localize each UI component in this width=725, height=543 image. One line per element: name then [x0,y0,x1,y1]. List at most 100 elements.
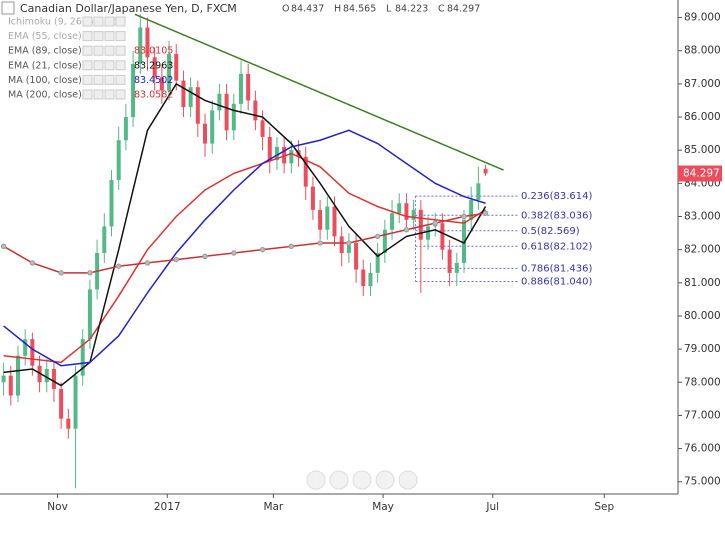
candle-body [174,54,179,81]
candle-body [217,93,222,111]
candle-body [159,77,164,91]
candle-body [102,226,107,253]
y-tick-label: 81.000 [684,277,721,289]
candle-body [404,203,409,220]
candle-body [267,136,272,161]
line-marker [58,270,64,276]
line-marker [115,263,122,269]
candle-body [203,123,208,144]
legend-name: MA (200, close) [8,90,82,101]
fib-label: 0.886(81.040) [521,276,593,287]
candle-body [325,206,330,230]
line-marker [432,220,438,226]
legend-button [82,60,93,71]
legend-button [82,89,93,100]
scroll-right-button[interactable] [398,470,418,490]
legend-button [93,45,104,56]
candle-body [469,199,474,220]
legend-name: EMA (21, close) [8,60,82,71]
candle-body [87,289,92,340]
reset-button[interactable] [352,470,372,490]
legend-button [115,16,126,27]
y-tick-label: 85.000 [684,144,721,156]
candle-body [310,186,315,210]
candle-body [274,146,279,161]
price-tag-label: 84.297 [683,167,720,179]
candle-body [368,272,373,287]
price-tag [678,165,722,182]
candle-body [80,339,85,376]
line-marker [482,210,489,216]
x-tick-label: 2017 [154,501,181,513]
legend-button [93,16,104,27]
candle-body [418,209,423,240]
candle-body [66,418,71,429]
line-marker [29,260,36,266]
candle-body [210,110,215,144]
ohlc-key: L [386,4,392,15]
ohlc-key: H [334,4,341,15]
candle-body [253,100,258,121]
candle-body [59,388,64,419]
line-marker [202,253,208,259]
legend-button [115,89,126,100]
fib-label: 0.382(83.036) [521,210,593,221]
line-marker [259,246,266,253]
legend-button [93,74,104,85]
line-marker [403,227,410,233]
legend-value: 83.4502 [134,75,173,86]
legend-hidden: EMA (55, close) [8,31,82,42]
y-tick-label: 83.000 [684,210,721,222]
scroll-left-button[interactable] [375,470,395,490]
fib-label: 0.236(83.614) [521,191,593,202]
x-tick-label: May [372,501,394,513]
candle-body [397,203,402,214]
legend-value: 83.0105 [134,46,173,57]
indicator-line [3,152,486,364]
legend-button [115,45,126,56]
candle-body [138,27,143,64]
y-tick-label: 76.000 [684,443,721,455]
y-tick-label: 89.000 [684,12,721,24]
candle-body [30,339,35,366]
zoom-out-button[interactable] [306,470,326,490]
candle-body [131,63,136,118]
candle-body [238,73,243,104]
zoom-controls [306,470,418,490]
line-marker [374,233,381,240]
line-marker [317,240,323,246]
line-marker [0,243,7,250]
candle-body [454,262,459,273]
legend-button [93,31,104,42]
candle-body [152,57,157,78]
line-marker [144,260,151,266]
legend-value: 83.2963 [134,60,173,71]
zoom-in-button[interactable] [329,470,349,490]
candle-body [332,206,337,237]
collapse-button[interactable] [1,1,15,15]
candle-body [188,87,193,108]
fib-label: 0.5(82.569) [521,226,580,237]
indicator-line [3,82,487,387]
candle-body [116,140,121,181]
candle-body [15,355,20,396]
candle-body [461,219,466,263]
ohlc-key: O [282,4,289,15]
y-tick-label: 82.000 [684,244,721,256]
legend-button [104,60,115,71]
candle-body [390,213,395,230]
y-tick-label: 86.000 [684,111,721,123]
ohlc-value: 84.565 [343,4,376,15]
legend-button [93,60,104,71]
candle-body [483,168,488,174]
y-tick-label: 75.000 [684,476,721,488]
x-tick-label: Jul [485,501,499,513]
candle-body [1,375,6,383]
candle-body [44,369,49,383]
ohlc-value: 84.223 [395,4,428,15]
candle-body [123,117,128,141]
candle-body [382,229,387,253]
y-tick-label: 87.000 [684,78,721,90]
x-tick-label: Sep [594,501,614,513]
